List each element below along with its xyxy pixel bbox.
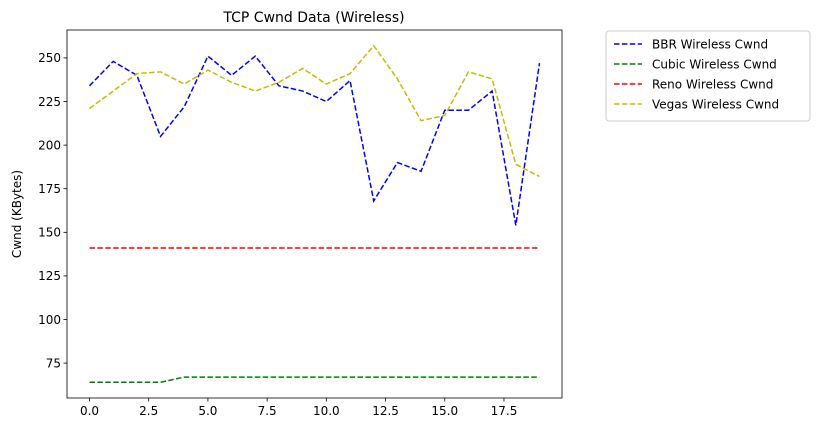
y-tick-label: 75 (46, 356, 61, 370)
x-tick-label: 7.5 (258, 404, 277, 418)
y-tick-label: 250 (38, 51, 61, 65)
legend-label-2: Reno Wireless Cwnd (652, 77, 773, 91)
legend-box (605, 30, 811, 122)
series-line-1 (89, 376, 540, 384)
legend-label-0: BBR Wireless Cwnd (652, 37, 768, 51)
y-tick-label: 200 (38, 138, 61, 152)
y-tick-label: 175 (38, 182, 61, 196)
x-tick-label: 2.5 (139, 404, 158, 418)
y-axis-label: Cwnd (KBytes) (10, 170, 24, 258)
series-line-3 (89, 44, 540, 178)
x-tick-label: 5.0 (198, 404, 217, 418)
chart-title: TCP Cwnd Data (Wireless) (222, 10, 404, 26)
legend-label-3: Vegas Wireless Cwnd (652, 97, 779, 111)
y-tick-label: 125 (38, 269, 61, 283)
legend-label-1: Cubic Wireless Cwnd (652, 57, 777, 71)
x-tick-label: 0.0 (80, 404, 99, 418)
x-tick-label: 15.0 (431, 404, 458, 418)
y-tick-label: 100 (38, 313, 61, 327)
plot-area: 0.0 2.5 5.0 7.5 10.0 12.5 15.0 17.5 75 100 125 150 1… (38, 29, 563, 418)
legend: BBR Wireless Cwnd Cubic Wireless Cwnd Reno… (605, 30, 811, 122)
y-tick-label: 225 (38, 95, 61, 109)
x-tick-label: 10.0 (313, 404, 340, 418)
series-line-0 (88, 54, 541, 226)
x-tick-label: 12.5 (372, 404, 399, 418)
x-tick-label: 17.5 (491, 404, 518, 418)
plot-frame (66, 29, 563, 399)
y-tick-label: 150 (38, 226, 61, 240)
